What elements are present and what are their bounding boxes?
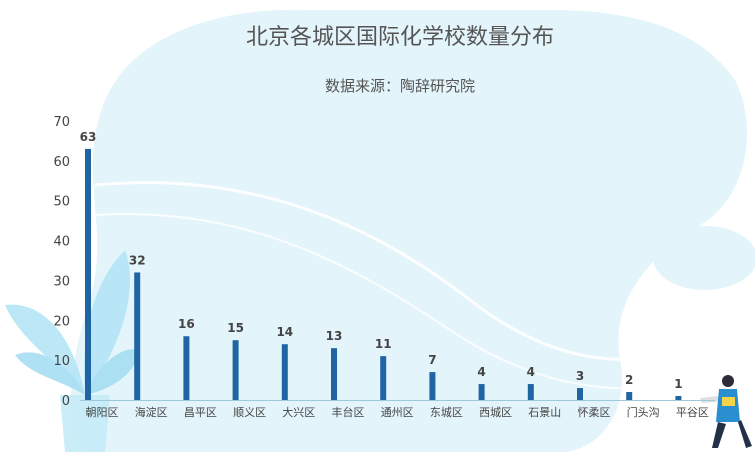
- x-tick-label: 昌平区: [184, 406, 217, 419]
- x-tick-label: 通州区: [381, 406, 414, 419]
- chart-title: 北京各城区国际化学校数量分布: [245, 25, 554, 50]
- y-tick-label: 20: [53, 314, 70, 329]
- data-label: 14: [276, 325, 293, 339]
- data-label: 1: [674, 377, 682, 391]
- y-tick-label: 10: [53, 354, 70, 369]
- data-label: 11: [375, 337, 392, 351]
- data-label: 15: [227, 321, 244, 335]
- bar: [626, 392, 633, 400]
- data-label: 16: [178, 317, 195, 331]
- bar: [478, 384, 485, 400]
- data-label: 7: [428, 353, 436, 367]
- y-tick-label: 40: [53, 235, 70, 250]
- chart-subtitle: 数据来源：陶辞研究院: [324, 77, 475, 95]
- x-tick-label: 石景山: [528, 406, 561, 419]
- x-tick-label: 东城区: [430, 406, 463, 419]
- x-tick-label: 朝阳区: [86, 406, 119, 419]
- data-label: 4: [477, 365, 485, 379]
- bar: [232, 340, 239, 400]
- data-label: 3: [576, 369, 584, 383]
- y-tick-label: 30: [53, 274, 70, 289]
- x-tick-label: 平谷区: [676, 406, 709, 419]
- bar: [183, 336, 190, 400]
- person-illustration: [700, 375, 752, 448]
- bar: [527, 384, 534, 400]
- plant-illustration: [5, 250, 140, 452]
- bar: [577, 388, 583, 400]
- data-label: 63: [80, 130, 97, 144]
- y-tick-label: 50: [53, 195, 70, 210]
- x-tick-label: 怀柔区: [578, 406, 611, 419]
- bar: [134, 272, 141, 400]
- x-tick-label: 海淀区: [135, 405, 168, 419]
- data-label: 2: [625, 373, 633, 387]
- background-curve: [94, 181, 755, 361]
- bar: [675, 396, 682, 400]
- bar: [281, 344, 288, 400]
- x-tick-label: 丰台区: [332, 405, 365, 419]
- bar: [85, 148, 91, 400]
- bar: [331, 348, 337, 400]
- background-blob: [71, 9, 747, 452]
- x-tick-label: 门头沟: [627, 405, 660, 419]
- x-tick-label: 顺义区: [233, 406, 266, 419]
- data-label: 32: [129, 253, 146, 267]
- background-curve: [94, 213, 755, 390]
- y-tick-label: 0: [62, 394, 70, 409]
- bar: [380, 356, 387, 400]
- data-label: 4: [527, 365, 535, 379]
- y-tick-label: 70: [53, 115, 70, 130]
- x-tick-label: 西城区: [479, 406, 512, 419]
- data-label: 13: [326, 329, 343, 343]
- bar: [429, 372, 436, 400]
- x-tick-label: 大兴区: [282, 405, 315, 419]
- y-tick-label: 60: [53, 155, 70, 170]
- background-blob-small: [653, 226, 755, 290]
